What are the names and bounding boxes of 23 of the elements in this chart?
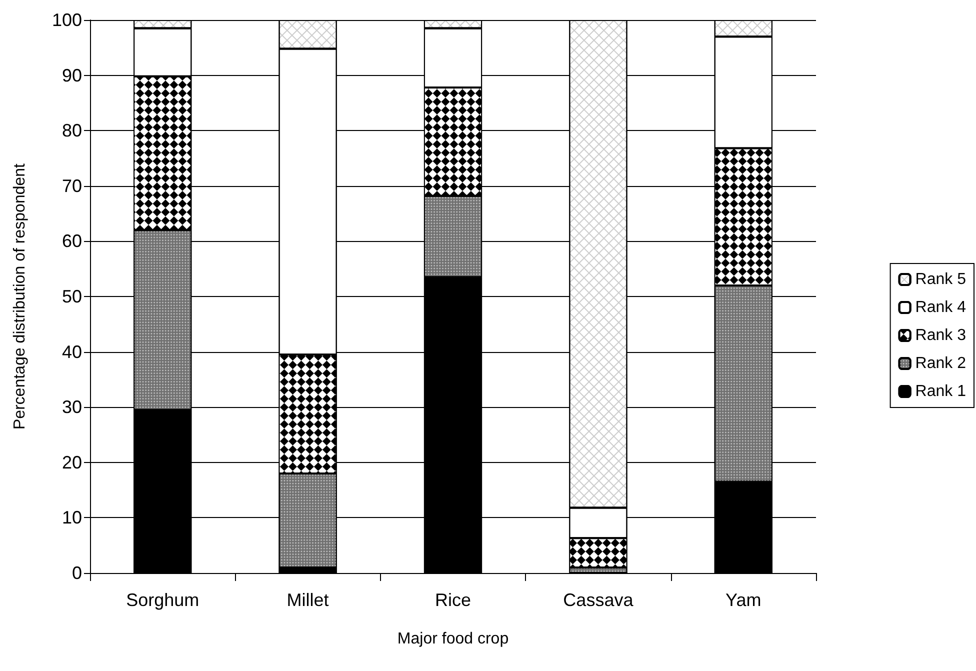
y-tick-label: 100	[52, 10, 82, 30]
y-tick-label: 40	[62, 342, 82, 362]
y-tick-label: 30	[62, 397, 82, 418]
y-tick-label: 0	[72, 563, 82, 583]
y-tick-label: 50	[62, 286, 82, 306]
x-tick-label: Cassava	[563, 590, 634, 610]
x-tick-label: Yam	[726, 590, 762, 610]
legend-label: Rank 2	[915, 355, 966, 372]
legend-label: Rank 4	[915, 299, 966, 316]
legend-label: Rank 1	[915, 383, 966, 400]
y-tick-label: 70	[62, 176, 82, 196]
x-tick-label: Millet	[286, 590, 329, 610]
x-tick-label: Sorghum	[126, 590, 200, 610]
x-tick-label: Rice	[434, 590, 472, 610]
legend-label: Rank 5	[915, 271, 966, 288]
y-tick-label: 60	[62, 231, 82, 252]
y-tick-label: 80	[62, 120, 82, 141]
legend-label: Rank 3	[915, 327, 966, 344]
y-axis-title: Percentage distribution of respondent	[12, 162, 28, 430]
y-tick-label: 90	[62, 65, 82, 86]
x-axis-title: Major food crop	[397, 630, 509, 648]
y-tick-label: 10	[62, 508, 82, 528]
y-tick-label: 20	[62, 452, 82, 472]
